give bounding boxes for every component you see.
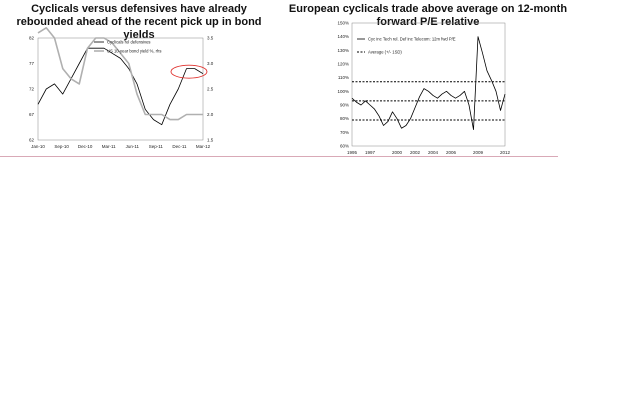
left-y-tick: 67 <box>29 112 35 117</box>
left-y-tick: 62 <box>29 138 35 143</box>
cyclicals-series-line <box>37 47 204 126</box>
right-y-tick: 3.0 <box>207 61 214 66</box>
y-tick: 90% <box>340 103 349 108</box>
x-tick: Dec-11 <box>172 144 187 149</box>
right-y-tick: 3.5 <box>207 36 214 41</box>
legend-entry: US 10-year bond yield %, rhs <box>107 49 161 54</box>
pe-relative-series-line <box>351 36 506 130</box>
x-tick: Dec-10 <box>78 144 93 149</box>
right-y-tick: 2.0 <box>207 112 214 117</box>
x-tick: 1997 <box>365 150 376 155</box>
left-chart: 62 67 72 77 82 1.5 2.0 2.5 3.0 3.5 Jan-10 Sep-10 Dec… <box>29 26 214 149</box>
x-tick: 2002 <box>410 150 421 155</box>
x-tick: Sep-11 <box>149 144 164 149</box>
right-chart: 60% 70% 80% 90% 100% 110% 120% 130% 140% 150% 1995… <box>337 21 510 156</box>
left-y-tick: 82 <box>29 36 35 41</box>
x-tick: 2009 <box>473 150 484 155</box>
x-tick: 1995 <box>347 150 358 155</box>
y-tick: 140% <box>337 34 349 39</box>
bond-yield-series-line <box>37 26 203 121</box>
y-tick: 70% <box>340 130 349 135</box>
y-tick: 60% <box>340 144 349 149</box>
x-tick: 2006 <box>446 150 457 155</box>
y-tick: 110% <box>338 75 349 80</box>
right-chart-title: European cyclicals trade above average o… <box>288 3 568 28</box>
annotation-ellipse <box>170 64 208 79</box>
right-y-tick: 2.5 <box>207 87 214 92</box>
x-tick: Mar-11 <box>102 144 116 149</box>
y-tick: 80% <box>340 116 349 121</box>
y-tick: 150% <box>337 21 349 26</box>
legend-entry: Cyc inc Tech rel. Def inc Telecom: 12m f… <box>368 37 456 42</box>
left-y-tick: 77 <box>29 61 35 66</box>
x-tick: 2004 <box>428 150 439 155</box>
x-tick: Sep-10 <box>54 144 69 149</box>
legend-entry: Cyclicals rel defensives <box>107 40 151 45</box>
x-tick: 2012 <box>500 150 511 155</box>
x-tick: 2000 <box>392 150 403 155</box>
y-tick: 130% <box>337 48 349 53</box>
left-plot-frame <box>37 37 204 141</box>
legend-entry: Average (+/- 1SD) <box>368 50 402 55</box>
left-y-tick: 72 <box>29 87 35 92</box>
x-tick: Jan-10 <box>31 144 45 149</box>
x-tick: Jun-11 <box>126 144 140 149</box>
y-tick: 100% <box>337 89 349 94</box>
y-tick: 120% <box>337 62 349 67</box>
right-plot-frame <box>351 22 506 147</box>
x-tick: Mar-12 <box>196 144 211 149</box>
chart-divider <box>0 156 558 157</box>
right-y-tick: 1.5 <box>207 138 214 143</box>
